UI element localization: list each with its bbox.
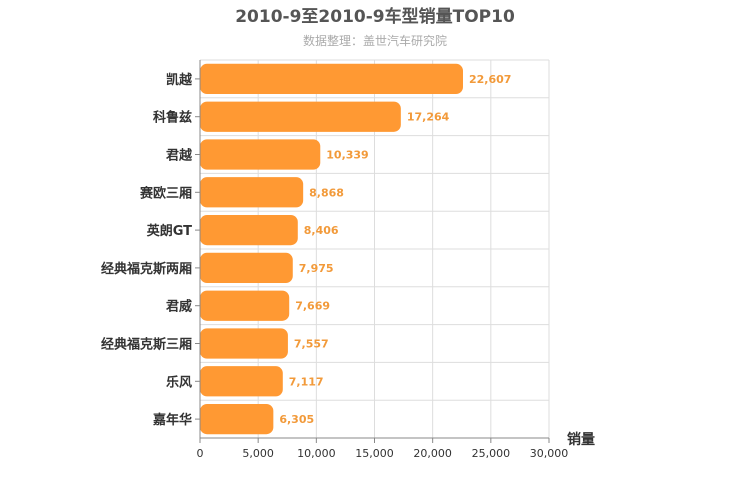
bar [200,328,288,359]
bar [200,290,290,321]
category-label: 凯越 [166,72,193,88]
x-tick-label: 15,000 [355,447,394,460]
bar-value-label: 22,607 [469,73,511,86]
bar-value-label: 6,305 [279,413,314,426]
category-label: 乐风 [166,374,192,390]
chart-title: 2010-9至2010-9车型销量TOP10 [235,6,515,27]
bar-value-label: 7,975 [299,262,334,275]
bar [200,252,293,284]
bar-value-label: 10,339 [326,149,368,162]
category-label: 英朗GT [146,223,192,239]
category-label: 经典福克斯三厢 [101,337,192,353]
x-axis-title: 销量 [567,431,595,448]
bar-value-label: 8,868 [309,186,344,199]
category-label: 科鲁兹 [153,110,192,126]
chart-subtitle: 数据整理：盖世汽车研究院 [303,33,447,48]
bar-value-label: 17,264 [407,111,450,124]
bar [200,139,321,170]
x-tick-label: 10,000 [297,447,336,460]
bar-value-label: 8,406 [304,224,339,237]
category-label: 君越 [166,148,193,164]
category-label: 经典福克斯两厢 [101,261,192,277]
axes-group: 0 5,000 10,000 15,000 20,000 25,000 30,000 凯越科鲁… [101,60,568,460]
bar [200,101,401,132]
bar [200,366,283,397]
bar [200,214,298,246]
category-label: 君威 [166,299,192,315]
bar-value-label: 7,669 [295,300,330,313]
category-label: 赛欧三厢 [139,185,192,201]
bar-value-label: 7,117 [289,375,324,388]
bar [200,63,463,95]
x-tick-label: 25,000 [472,447,511,460]
category-label: 嘉年华 [152,412,192,428]
x-tick-label: 0 [197,447,204,460]
x-tick-label: 30,000 [530,447,569,460]
bars-group: 22,607 17,264 10,339 8,868 8,406 7,975 7,669 7,… [200,63,511,435]
bar [200,177,304,208]
x-tick-label: 5,000 [242,447,274,460]
bar [200,403,274,435]
bar-value-label: 7,557 [294,338,329,351]
x-tick-label: 20,000 [413,447,452,460]
